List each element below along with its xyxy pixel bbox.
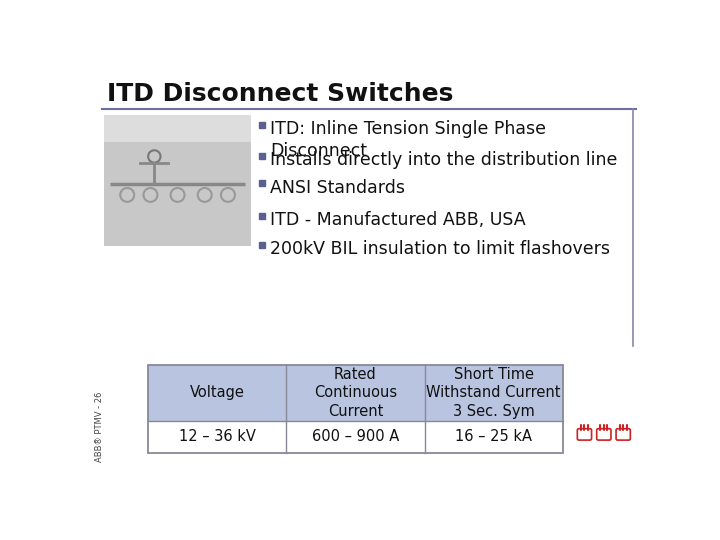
- FancyBboxPatch shape: [104, 115, 251, 246]
- Text: 600 – 900 A: 600 – 900 A: [312, 429, 399, 444]
- FancyBboxPatch shape: [104, 115, 251, 142]
- Text: ABB® PTMV - 26: ABB® PTMV - 26: [95, 392, 104, 462]
- Text: 16 – 25 kA: 16 – 25 kA: [455, 429, 532, 444]
- FancyBboxPatch shape: [259, 242, 265, 248]
- FancyBboxPatch shape: [259, 180, 265, 186]
- FancyBboxPatch shape: [259, 213, 265, 219]
- FancyBboxPatch shape: [148, 421, 563, 453]
- Text: 200kV BIL insulation to limit flashovers: 200kV BIL insulation to limit flashovers: [270, 240, 610, 258]
- Text: Voltage: Voltage: [190, 386, 245, 400]
- FancyBboxPatch shape: [259, 122, 265, 128]
- Text: Installs directly into the distribution line: Installs directly into the distribution …: [270, 151, 617, 169]
- Text: ITD Disconnect Switches: ITD Disconnect Switches: [107, 82, 454, 106]
- FancyBboxPatch shape: [259, 153, 265, 159]
- Text: 12 – 36 kV: 12 – 36 kV: [179, 429, 256, 444]
- Text: Short Time
Withstand Current
3 Sec. Sym: Short Time Withstand Current 3 Sec. Sym: [426, 367, 561, 419]
- FancyBboxPatch shape: [148, 365, 563, 421]
- Text: ANSI Standards: ANSI Standards: [270, 179, 405, 197]
- Text: Rated
Continuous
Current: Rated Continuous Current: [314, 367, 397, 419]
- Text: ITD: Inline Tension Single Phase
Disconnect: ITD: Inline Tension Single Phase Disconn…: [270, 120, 546, 160]
- Text: ITD - Manufactured ABB, USA: ITD - Manufactured ABB, USA: [270, 211, 526, 229]
